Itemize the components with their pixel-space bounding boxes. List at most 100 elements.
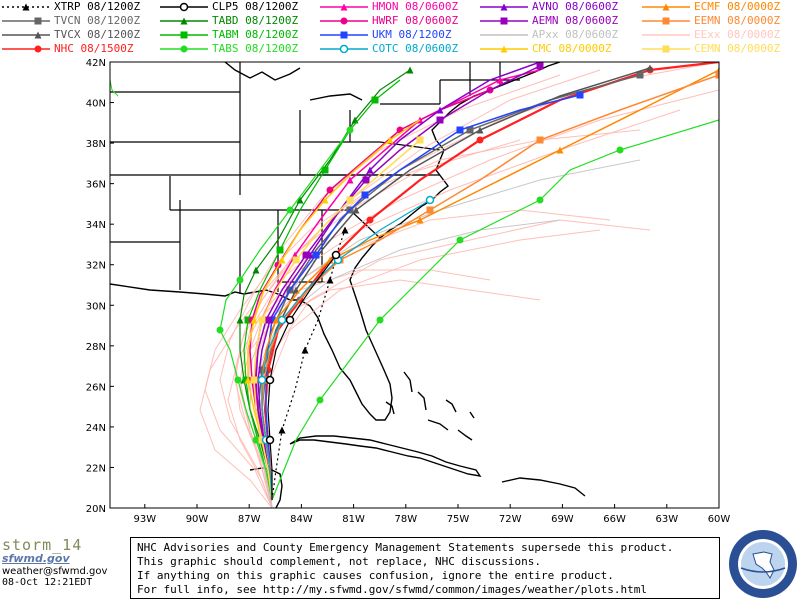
track-marker <box>301 346 309 354</box>
track-marker <box>268 316 276 324</box>
track-marker <box>636 71 644 79</box>
disclaimer-line-2: This graphic should complement, not repl… <box>137 555 541 568</box>
track-line <box>261 199 431 501</box>
contact-email[interactable]: weather@sfwmd.gov <box>2 566 108 577</box>
track-marker <box>476 136 484 144</box>
legend-label: NHC 08/1500Z <box>54 42 134 55</box>
track-marker <box>326 276 334 284</box>
legend-label: CMC 08/0000Z <box>532 42 612 55</box>
agency-logo-text[interactable]: sfwmd.gov <box>2 552 70 565</box>
timestamp: 08-Oct 12:21EDT <box>2 577 93 588</box>
track-marker <box>321 166 329 174</box>
track-marker <box>216 326 224 334</box>
legend-swatch <box>320 17 368 25</box>
track-marker <box>386 136 394 144</box>
track-line <box>243 79 401 501</box>
legend-label: TABS 08/1200Z <box>212 42 299 55</box>
legend-swatch <box>642 34 690 36</box>
track-marker <box>341 226 349 234</box>
track-marker <box>252 436 260 444</box>
track-marker <box>362 176 370 184</box>
track-marker <box>346 126 354 134</box>
longitude-tick-label: 75W <box>447 514 470 525</box>
longitude-tick-label: 63W <box>655 514 678 525</box>
legend-swatch <box>2 45 50 53</box>
track-marker <box>715 71 719 79</box>
latitude-tick-label: 22N <box>86 463 106 474</box>
track-marker <box>292 256 300 264</box>
track-marker <box>366 166 374 174</box>
track-marker <box>316 396 324 404</box>
track <box>216 126 354 501</box>
legend-label: EExx 08/0000Z <box>694 28 781 41</box>
track-marker <box>346 176 354 184</box>
track <box>234 69 601 508</box>
legend-label: AEMN 08/0600Z <box>532 14 619 27</box>
track-marker <box>296 196 304 204</box>
legend-label: ECMF 08/0000Z <box>694 0 781 13</box>
brand-block: storm_14 sfwmd.gov weather@sfwmd.gov 08-… <box>2 536 130 600</box>
track-marker <box>257 375 267 385</box>
legend-label: HMON 08/0600Z <box>372 0 459 13</box>
latitude-tick-label: 40N <box>86 99 106 110</box>
legend-label: TABM 08/1200Z <box>212 28 299 41</box>
latitude-labels: 42N 40N 38N 36N 34N 32N 30N 28N 26N 24N 22N 20N <box>86 58 114 515</box>
longitude-tick-label: 81W <box>342 514 365 525</box>
track-marker <box>476 126 484 134</box>
track-marker <box>376 316 384 324</box>
legend-label: HWRF 08/0600Z <box>372 14 459 27</box>
disclaimer-line-1: NHC Advisories and County Emergency Mana… <box>137 541 674 554</box>
track-marker <box>272 316 280 324</box>
legend-swatch <box>2 3 50 11</box>
track-marker <box>425 195 435 205</box>
legend-label: XTRP 08/1200Z <box>54 0 141 13</box>
legend-label: COTC 08/0600Z <box>372 42 459 55</box>
latitude-tick-label: 32N <box>86 261 106 272</box>
legend-swatch <box>480 17 528 25</box>
longitude-tick-label: 84W <box>290 514 313 525</box>
longitude-tick-label: 66W <box>603 514 626 525</box>
track-marker <box>496 76 504 84</box>
track-marker <box>244 376 252 384</box>
track-line <box>265 94 581 501</box>
track-marker <box>466 126 474 134</box>
track-line <box>257 62 541 501</box>
latitude-tick-label: 20N <box>86 504 106 515</box>
latitude-tick-label: 24N <box>86 423 106 434</box>
longitude-tick-label: 93W <box>133 514 156 525</box>
track <box>227 209 611 508</box>
track-marker <box>234 376 242 384</box>
track-marker <box>276 246 284 254</box>
track-marker <box>406 66 414 74</box>
legend-label: AVNO 08/0600Z <box>532 0 619 13</box>
longitude-tick-label: 60W <box>708 514 731 525</box>
legend-swatch <box>480 34 528 36</box>
track-marker <box>352 206 360 214</box>
track-marker <box>366 216 374 224</box>
track-marker <box>616 146 624 154</box>
track-marker <box>265 435 275 445</box>
track-marker <box>278 256 286 264</box>
legend-label: EEMN 08/0000Z <box>694 14 781 27</box>
track-marker <box>258 366 266 374</box>
legend-swatch <box>642 45 690 53</box>
legend-swatch <box>320 3 368 11</box>
track <box>110 79 119 97</box>
latitude-tick-label: 34N <box>86 220 106 231</box>
latitude-tick-label: 28N <box>86 342 106 353</box>
track-marker <box>312 251 320 259</box>
latitude-tick-label: 30N <box>86 301 106 312</box>
legend-label: CLP5 08/1200Z <box>212 0 299 13</box>
legend-label: TABD 08/1200Z <box>212 14 299 27</box>
latitude-tick-label: 42N <box>86 58 106 69</box>
track-line <box>271 119 719 501</box>
legend-swatch <box>642 3 690 11</box>
track-marker <box>236 276 244 284</box>
track-marker <box>265 375 275 385</box>
track-marker <box>416 136 424 144</box>
track-marker <box>244 316 252 324</box>
track <box>271 226 349 501</box>
longitude-tick-label: 72W <box>499 514 522 525</box>
legend-swatch <box>2 17 50 25</box>
track-marker <box>346 196 354 204</box>
